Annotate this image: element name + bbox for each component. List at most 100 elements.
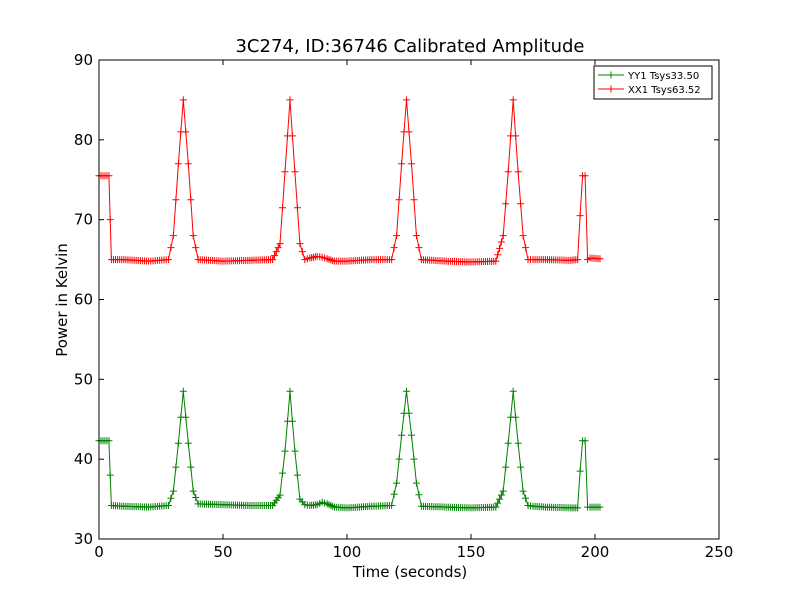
data-point — [164, 256, 172, 264]
data-point — [576, 212, 584, 220]
data-point — [407, 160, 415, 168]
data-point — [410, 455, 418, 463]
data-point — [189, 232, 197, 240]
data-point — [504, 439, 512, 447]
legend-label: XX1 Tsys63.52 — [628, 85, 701, 96]
data-point — [502, 463, 510, 471]
series-1 — [95, 96, 604, 266]
data-point — [405, 409, 413, 417]
data-point — [522, 244, 530, 252]
data-point — [509, 387, 517, 395]
data-point — [276, 491, 284, 499]
x-tick-label: 200 — [581, 543, 610, 561]
data-point — [395, 196, 403, 204]
plot-area — [95, 96, 604, 512]
series-0 — [95, 387, 604, 512]
data-point — [184, 160, 192, 168]
data-point — [174, 160, 182, 168]
data-point — [412, 232, 420, 240]
data-point — [106, 216, 114, 224]
y-tick-label: 70 — [74, 211, 93, 229]
data-point — [390, 244, 398, 252]
data-point — [390, 490, 398, 498]
data-point — [388, 256, 396, 264]
data-point — [291, 168, 299, 176]
data-point — [492, 503, 500, 511]
data-point — [517, 463, 525, 471]
legend-item: YY1 Tsys33.50 — [598, 71, 699, 82]
data-point — [581, 437, 589, 445]
data-point — [172, 196, 180, 204]
data-point — [494, 251, 502, 259]
data-point — [169, 487, 177, 495]
data-point — [517, 200, 525, 208]
data-point — [504, 168, 512, 176]
data-point — [164, 501, 172, 509]
data-point — [502, 200, 510, 208]
data-point — [514, 168, 522, 176]
data-point — [496, 244, 504, 252]
data-point — [270, 252, 278, 260]
data-point — [574, 504, 582, 512]
data-point — [189, 487, 197, 495]
data-point — [192, 493, 200, 501]
data-point — [393, 232, 401, 240]
data-point — [269, 256, 277, 264]
x-axis-title: Time (seconds) — [352, 563, 468, 581]
data-point — [288, 132, 296, 140]
data-point — [192, 244, 200, 252]
y-axis: 30 40 50 60 70 80 90 — [74, 51, 719, 548]
x-tick-label: 250 — [705, 543, 734, 561]
data-point — [512, 413, 520, 421]
data-point — [293, 471, 301, 479]
data-point — [574, 256, 582, 264]
legend-marker — [607, 85, 615, 93]
data-point — [407, 431, 415, 439]
series-markers — [95, 96, 604, 266]
data-point — [492, 257, 500, 265]
data-point — [179, 96, 187, 104]
data-point — [398, 160, 406, 168]
data-point — [496, 495, 504, 503]
data-point — [182, 413, 190, 421]
data-point — [106, 471, 114, 479]
y-axis-title: Power in Kelvin — [53, 243, 71, 357]
data-point — [596, 255, 604, 263]
data-point — [415, 244, 423, 252]
x-tick-label: 50 — [213, 543, 232, 561]
data-point — [522, 494, 530, 502]
data-point — [281, 168, 289, 176]
data-point — [410, 196, 418, 204]
data-point — [403, 387, 411, 395]
data-point — [499, 232, 507, 240]
data-point — [291, 447, 299, 455]
data-point — [494, 499, 502, 507]
data-point — [167, 244, 175, 252]
data-point — [169, 232, 177, 240]
data-point — [393, 479, 401, 487]
data-point — [509, 96, 517, 104]
data-point — [499, 487, 507, 495]
data-point — [405, 128, 413, 136]
data-point — [288, 417, 296, 425]
data-point — [276, 240, 284, 248]
data-point — [182, 128, 190, 136]
x-tick-label: 100 — [333, 543, 362, 561]
data-point — [187, 196, 195, 204]
data-point — [172, 463, 180, 471]
data-point — [179, 387, 187, 395]
data-point — [174, 439, 182, 447]
data-point — [298, 248, 306, 256]
data-point — [398, 431, 406, 439]
data-point — [296, 240, 304, 248]
data-point — [293, 204, 301, 212]
legend-item: XX1 Tsys63.52 — [598, 85, 701, 96]
data-point — [512, 132, 520, 140]
y-tick-label: 30 — [74, 530, 93, 548]
x-tick-label: 0 — [94, 543, 104, 561]
series-markers — [95, 387, 604, 512]
data-point — [576, 467, 584, 475]
data-point — [519, 487, 527, 495]
